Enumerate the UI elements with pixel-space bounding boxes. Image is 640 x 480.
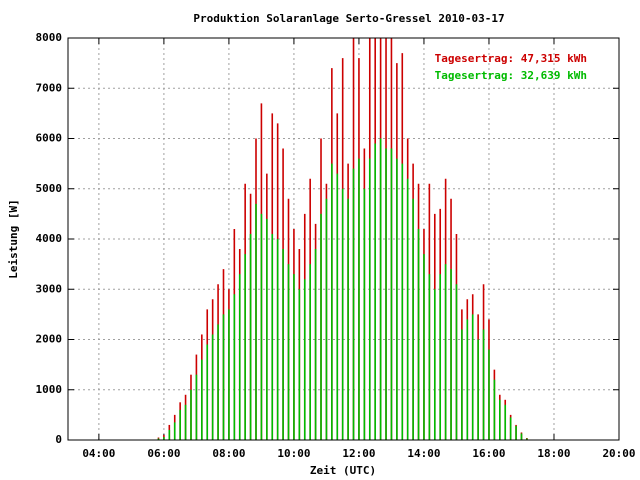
x-tick-label: 08:00 [212, 447, 245, 460]
legend-entry: Tagesertrag: 32,639 kWh [435, 69, 587, 82]
x-tick-label: 16:00 [472, 447, 505, 460]
y-tick-label: 8000 [36, 31, 63, 44]
y-tick-label: 0 [55, 433, 62, 446]
y-tick-label: 4000 [36, 232, 63, 245]
y-tick-label: 2000 [36, 333, 63, 346]
y-tick-label: 3000 [36, 282, 63, 295]
y-tick-label: 5000 [36, 182, 63, 195]
y-axis-label: Leistung [W] [7, 199, 20, 278]
chart-title: Produktion Solaranlage Serto-Gressel 201… [193, 12, 504, 25]
y-tick-label: 6000 [36, 132, 63, 145]
x-tick-label: 20:00 [602, 447, 635, 460]
legend-entry: Tagesertrag: 47,315 kWh [435, 52, 587, 65]
plot-frame [67, 37, 620, 441]
y-tick-label: 1000 [36, 383, 63, 396]
x-tick-label: 12:00 [342, 447, 375, 460]
x-tick-label: 18:00 [537, 447, 570, 460]
x-tick-label: 10:00 [277, 447, 310, 460]
x-tick-label: 14:00 [407, 447, 440, 460]
x-axis-label: Zeit (UTC) [310, 464, 376, 477]
x-tick-label: 06:00 [147, 447, 180, 460]
x-tick-label: 04:00 [82, 447, 115, 460]
y-tick-label: 7000 [36, 81, 63, 94]
